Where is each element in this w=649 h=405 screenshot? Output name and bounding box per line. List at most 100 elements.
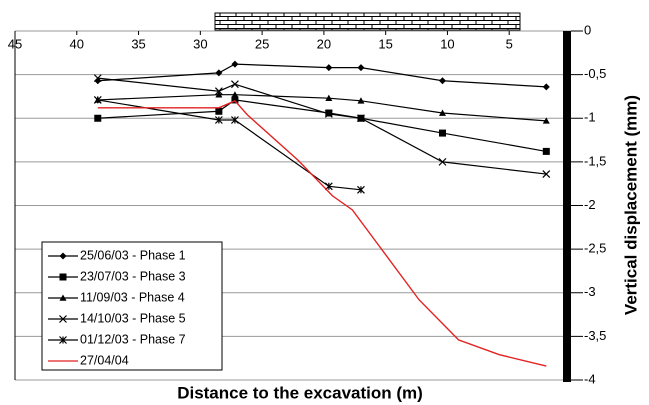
x-tick-label: 25 <box>255 36 269 51</box>
point <box>59 336 67 344</box>
series-line <box>97 63 547 88</box>
legend-label: 25/06/03 - Phase 1 <box>80 248 186 262</box>
point <box>542 83 550 91</box>
point <box>59 315 67 323</box>
legend-label: 11/09/03 - Phase 4 <box>80 290 185 304</box>
point <box>542 170 551 179</box>
marker <box>325 109 333 117</box>
marker <box>324 109 333 118</box>
x-axis-title: Distance to the excavation (m) <box>177 383 423 402</box>
point <box>215 69 223 77</box>
marker <box>59 273 67 281</box>
point <box>542 147 550 155</box>
point <box>231 80 239 89</box>
point <box>325 64 333 72</box>
point <box>94 77 102 85</box>
point <box>59 252 67 260</box>
marker <box>325 94 333 101</box>
legend-label: 23/07/03 - Phase 3 <box>80 269 186 283</box>
marker <box>93 74 102 83</box>
y-tick-label: -4 <box>584 371 596 386</box>
series-line <box>97 99 362 191</box>
marker <box>439 77 447 85</box>
marker <box>439 129 447 137</box>
marker <box>357 114 365 123</box>
legend: 25/06/03 - Phase 1 23/07/03 - Phase 3 11/0… <box>41 241 223 371</box>
marker <box>214 87 223 96</box>
marker <box>231 80 239 89</box>
marker <box>214 116 223 124</box>
marker <box>215 91 223 98</box>
y-tick-label: -2 <box>584 197 596 212</box>
marker <box>357 185 365 194</box>
marker <box>542 83 550 91</box>
point <box>59 294 67 301</box>
marker <box>94 77 102 85</box>
point <box>94 114 102 122</box>
point <box>214 116 223 124</box>
point <box>215 107 223 115</box>
excavation-wall <box>214 12 521 31</box>
point <box>325 109 333 117</box>
marker <box>215 69 223 77</box>
point <box>215 91 223 98</box>
legend-box <box>41 241 223 371</box>
marker <box>59 315 67 323</box>
point <box>439 77 447 85</box>
point <box>231 116 239 124</box>
legend-label: 01/12/03 - Phase 7 <box>80 332 186 346</box>
legend-label: 27/04/04 <box>80 353 129 367</box>
point <box>214 87 223 96</box>
marker <box>438 157 447 166</box>
y-tick-label: -3 <box>584 284 596 299</box>
y-tick-label: -0,5 <box>584 66 606 81</box>
y-tick-label: 0 <box>584 22 591 37</box>
point <box>357 185 365 194</box>
marker <box>439 109 447 116</box>
x-tick-label: 45 <box>8 36 22 51</box>
marker <box>542 117 550 124</box>
point <box>357 64 365 72</box>
x-tick-label: 5 <box>506 36 513 51</box>
point <box>324 109 333 118</box>
point <box>439 129 447 137</box>
marker <box>231 116 239 124</box>
marker <box>231 96 239 104</box>
marker <box>357 97 365 104</box>
point <box>357 97 365 104</box>
marker <box>357 64 365 72</box>
point <box>231 91 239 98</box>
marker <box>94 114 102 122</box>
marker <box>93 96 102 104</box>
x-tick-label: 30 <box>193 36 207 51</box>
marker <box>325 64 333 72</box>
point <box>357 114 365 123</box>
point <box>93 96 102 104</box>
y-tick-label: -1,5 <box>584 153 606 168</box>
y-tick-label: -3,5 <box>584 328 606 343</box>
series-line <box>97 99 547 367</box>
x-tick-label: 15 <box>378 36 392 51</box>
x-tick-label: 10 <box>440 36 454 51</box>
marker <box>542 170 551 179</box>
point <box>325 94 333 101</box>
y-tick-label: -2,5 <box>584 241 606 256</box>
x-tick-label: 40 <box>70 36 84 51</box>
legend-label: 14/10/03 - Phase 5 <box>80 311 186 325</box>
point <box>93 74 102 83</box>
y-axis-bar <box>563 31 571 382</box>
marker <box>231 60 239 68</box>
point <box>438 157 447 166</box>
marker <box>231 91 239 98</box>
y-axis-title: Vertical displacement (mm) <box>621 95 640 315</box>
x-tick-label: 20 <box>317 36 331 51</box>
marker <box>59 336 67 344</box>
marker <box>59 252 67 260</box>
point <box>439 109 447 116</box>
y-tick-label: -1 <box>584 110 596 125</box>
marker <box>59 294 67 301</box>
point <box>59 273 67 281</box>
marker <box>542 147 550 155</box>
point <box>231 60 239 68</box>
